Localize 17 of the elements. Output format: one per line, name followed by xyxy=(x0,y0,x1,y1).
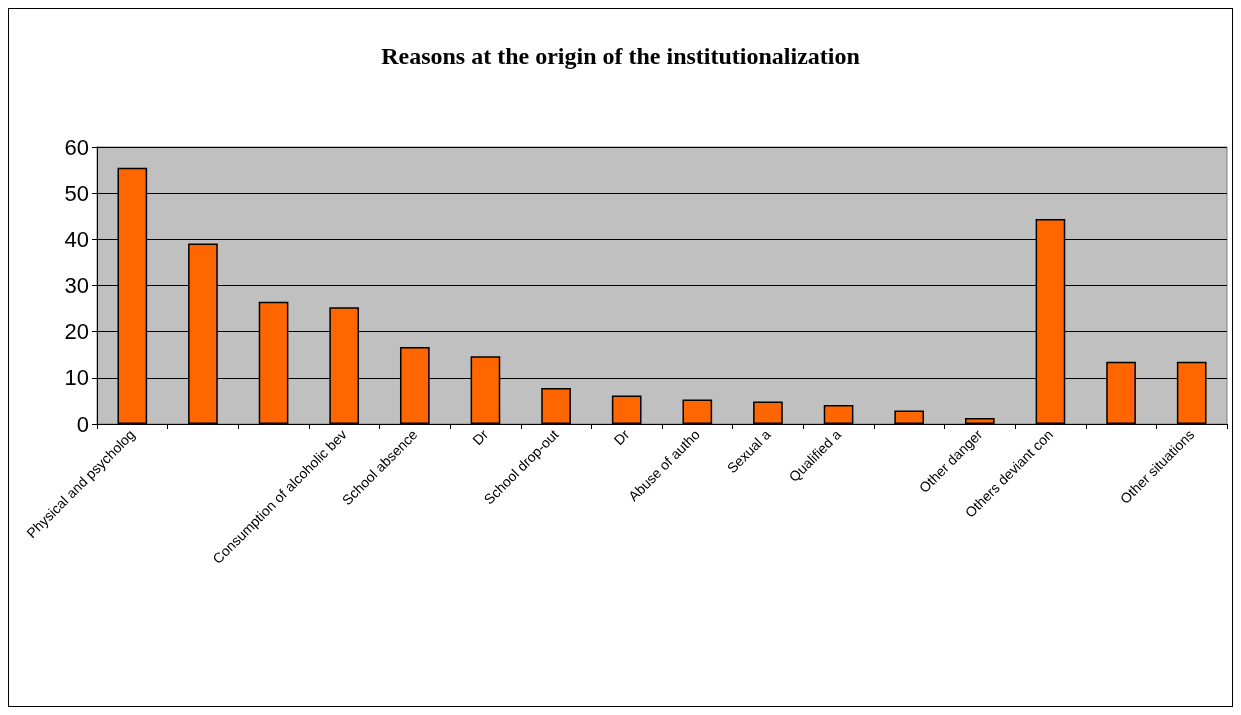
y-tick-label: 0 xyxy=(76,411,89,437)
y-tick-label: 60 xyxy=(64,134,89,160)
y-tick-label: 20 xyxy=(64,319,89,345)
x-tick-label: Dr xyxy=(610,426,633,449)
y-tick-label: 50 xyxy=(64,180,89,206)
x-tick-label: Dr xyxy=(469,426,492,449)
bar xyxy=(753,401,783,424)
bar xyxy=(964,418,995,424)
bar xyxy=(611,395,642,424)
chart-title: Reasons at the origin of the institutionalization xyxy=(381,43,860,69)
bar xyxy=(541,387,571,424)
y-tick-label: 40 xyxy=(64,226,89,252)
y-tick-label: 30 xyxy=(64,273,89,298)
bar xyxy=(682,399,713,424)
bar xyxy=(823,405,854,424)
y-tick-label: 10 xyxy=(64,365,89,391)
bar xyxy=(894,410,925,424)
